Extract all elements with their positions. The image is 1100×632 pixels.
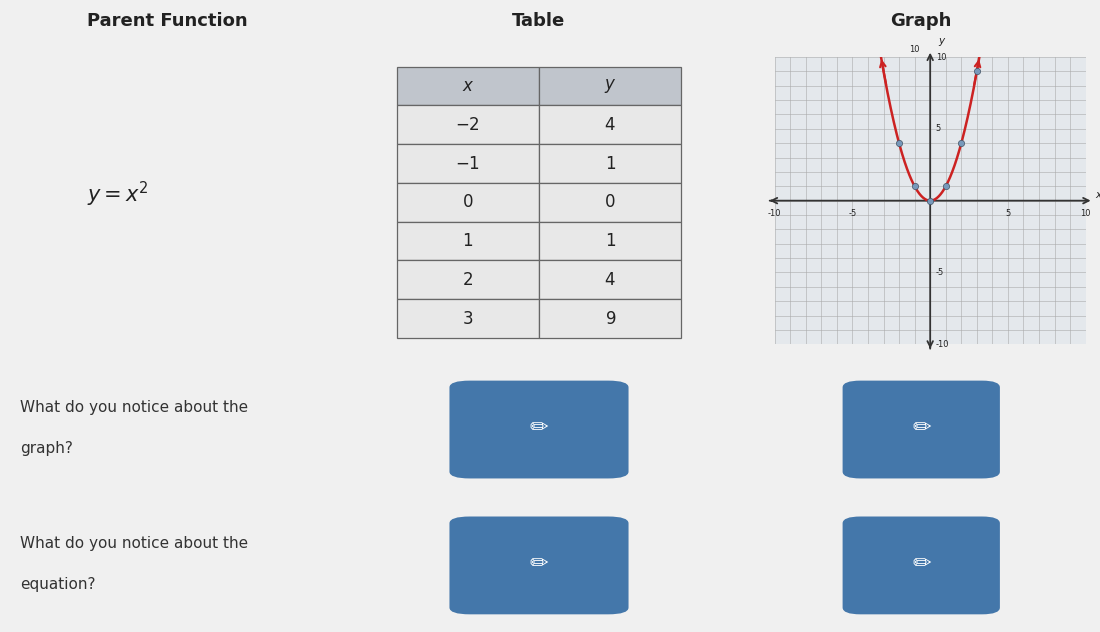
Bar (539, 222, 682, 260)
Text: $-1$: $-1$ (455, 154, 481, 173)
Text: $2$: $2$ (462, 270, 473, 289)
FancyBboxPatch shape (450, 380, 628, 478)
Text: Parent Function: Parent Function (87, 11, 249, 30)
Bar (539, 299, 682, 338)
Bar (539, 106, 682, 144)
Text: $0$: $0$ (462, 193, 473, 211)
Text: $x$: $x$ (462, 77, 474, 95)
Text: $1$: $1$ (462, 232, 473, 250)
Text: ✏: ✏ (912, 554, 931, 574)
Text: Table: Table (513, 11, 565, 30)
Text: $4$: $4$ (604, 270, 616, 289)
FancyBboxPatch shape (843, 516, 1000, 614)
Text: $0$: $0$ (605, 193, 616, 211)
Text: What do you notice about the: What do you notice about the (20, 400, 249, 415)
FancyBboxPatch shape (843, 380, 1000, 478)
Text: $1$: $1$ (605, 232, 616, 250)
Text: Graph: Graph (891, 11, 952, 30)
Bar (396, 106, 539, 144)
Text: $y = x^2$: $y = x^2$ (87, 179, 148, 209)
Bar (396, 260, 539, 299)
Text: ✏: ✏ (912, 418, 931, 438)
Text: graph?: graph? (20, 441, 73, 456)
Text: ✏: ✏ (530, 554, 548, 574)
Bar (396, 299, 539, 338)
Bar (539, 183, 682, 222)
Bar (539, 66, 682, 106)
Bar (396, 222, 539, 260)
Text: $y$: $y$ (604, 77, 616, 95)
Text: equation?: equation? (20, 577, 96, 592)
Bar (396, 183, 539, 222)
Text: $9$: $9$ (605, 310, 616, 327)
Bar (396, 66, 539, 106)
Text: $1$: $1$ (605, 154, 616, 173)
Bar (539, 260, 682, 299)
Text: $4$: $4$ (604, 116, 616, 134)
Text: $-2$: $-2$ (455, 116, 481, 134)
Bar (539, 144, 682, 183)
FancyBboxPatch shape (450, 516, 628, 614)
Text: ✏: ✏ (530, 418, 548, 438)
Bar (396, 144, 539, 183)
Text: What do you notice about the: What do you notice about the (20, 536, 249, 551)
Text: $3$: $3$ (462, 310, 473, 327)
